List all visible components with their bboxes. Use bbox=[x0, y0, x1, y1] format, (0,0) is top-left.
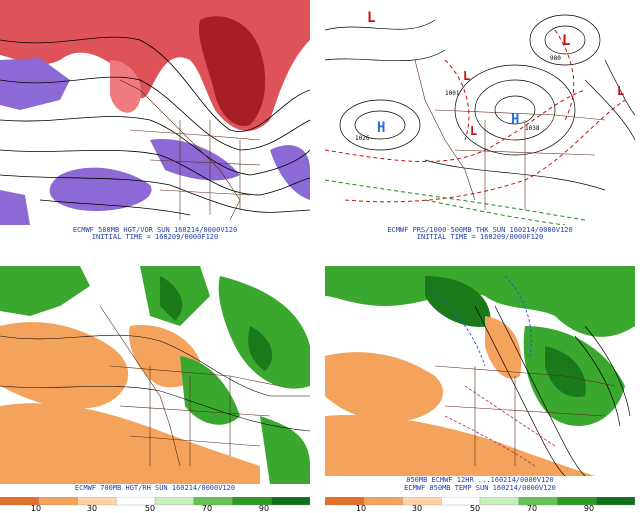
colorbar-tick: 90 bbox=[258, 504, 270, 513]
panel-caption-line-1: 850MB ECMWF 12HR ...160214/0000V120 bbox=[406, 476, 554, 484]
colorbar-tick: 70 bbox=[526, 504, 538, 513]
colorbar-swatch bbox=[363, 496, 403, 506]
panel-caption-line-1: ECMWF 500MB HGT/VOR SUN 160214/0000V120 bbox=[72, 226, 238, 234]
map-850mb-rh-temp bbox=[325, 266, 635, 476]
panel-caption-line-2: ECMWF 850MB TEMP SUN 160214/0000V120 bbox=[404, 484, 556, 492]
high-pressure-marker: H bbox=[511, 112, 519, 128]
panel-caption-line-1: ECMWF PRS/1000-500MB THK SUN 160214/0000… bbox=[387, 226, 573, 234]
colorbar-tick: 30 bbox=[411, 504, 423, 513]
colorbar-tick: 70 bbox=[201, 504, 213, 513]
panel-caption-line-2: INITIAL TIME = 160209/0000F120 bbox=[91, 233, 219, 241]
panel-caption-line-1: ECMWF 700MB HGT/RH SUN 160214/0000V120 bbox=[74, 484, 236, 492]
low-pressure-marker: L bbox=[463, 69, 470, 83]
map-700mb-rh bbox=[0, 266, 310, 484]
colorbar-swatch bbox=[38, 496, 78, 506]
panel-850mb-rh-temperature: 850MB ECMWF 12HR ...160214/0000V120 ECMW… bbox=[325, 266, 635, 506]
colorbar-swatch bbox=[518, 496, 558, 506]
panel-700mb-relative-humidity: ECMWF 700MB HGT/RH SUN 160214/0000V120 bbox=[0, 266, 310, 506]
pressure-label: 1038 bbox=[525, 125, 540, 132]
colorbar-left bbox=[0, 492, 311, 506]
colorbar-swatch bbox=[479, 496, 519, 506]
pressure-label: 1026 bbox=[355, 135, 370, 142]
panel-pressure-thickness: L L H H L L L 1026 1038 1001 980 ECMWF P… bbox=[325, 0, 635, 241]
colorbar-swatch bbox=[193, 496, 233, 506]
colorbar-tick: 90 bbox=[583, 504, 595, 513]
low-pressure-marker: L bbox=[562, 33, 570, 49]
low-pressure-marker: L bbox=[367, 10, 375, 26]
colorbar-swatch bbox=[596, 496, 636, 506]
colorbar-swatch bbox=[271, 496, 311, 506]
pressure-label: 980 bbox=[550, 55, 561, 62]
pressure-label: 1001 bbox=[445, 90, 460, 97]
colorbar-right bbox=[324, 492, 636, 506]
high-pressure-marker: H bbox=[377, 120, 385, 136]
colorbar-right-swatches bbox=[324, 496, 636, 506]
colorbar-tick: 50 bbox=[144, 504, 156, 513]
colorbar-tick: 10 bbox=[30, 504, 42, 513]
low-pressure-marker: L bbox=[470, 124, 477, 138]
map-500mb-vorticity bbox=[0, 0, 310, 225]
colorbar-tick: 50 bbox=[469, 504, 481, 513]
panel-caption-line-2: INITIAL TIME = 160209/0000F120 bbox=[416, 233, 544, 241]
low-pressure-marker: L bbox=[617, 84, 624, 98]
colorbar-swatch bbox=[154, 496, 194, 506]
colorbar-tick: 10 bbox=[355, 504, 367, 513]
colorbar-tick: 30 bbox=[86, 504, 98, 513]
map-pressure-thickness: L L H H L L L 1026 1038 1001 980 bbox=[325, 0, 635, 225]
panel-500mb-height-vorticity: ECMWF 500MB HGT/VOR SUN 160214/0000V120 … bbox=[0, 0, 310, 241]
colorbar-left-swatches bbox=[0, 496, 311, 506]
